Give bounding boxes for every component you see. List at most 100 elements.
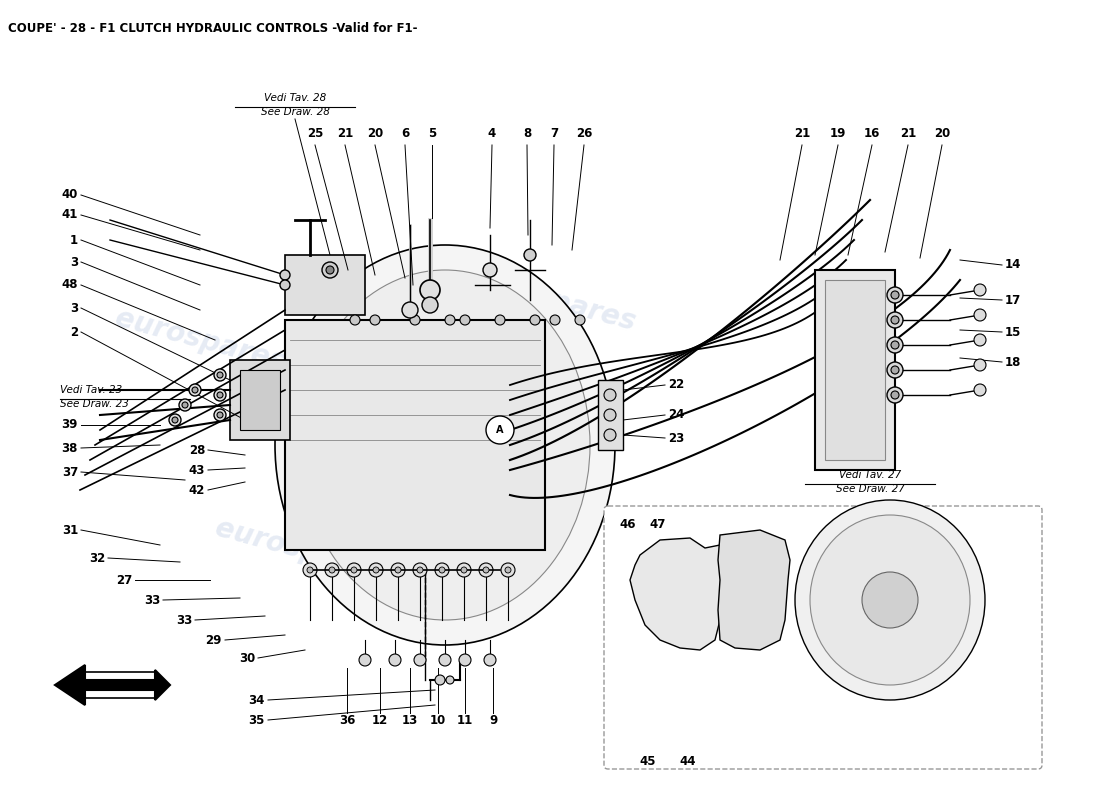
- Text: 6: 6: [400, 127, 409, 140]
- Text: 40: 40: [62, 189, 78, 202]
- Text: 21: 21: [337, 127, 353, 140]
- Polygon shape: [718, 530, 790, 650]
- Text: A: A: [496, 425, 504, 435]
- Text: 36: 36: [339, 714, 355, 726]
- Circle shape: [974, 384, 986, 396]
- Circle shape: [974, 334, 986, 346]
- Circle shape: [439, 654, 451, 666]
- Circle shape: [420, 280, 440, 300]
- Text: 47: 47: [650, 518, 667, 531]
- Circle shape: [530, 315, 540, 325]
- Circle shape: [417, 567, 424, 573]
- Circle shape: [182, 402, 188, 408]
- Text: 13: 13: [402, 714, 418, 726]
- Ellipse shape: [795, 500, 984, 700]
- Text: 45: 45: [640, 755, 657, 768]
- Circle shape: [395, 567, 402, 573]
- Text: 41: 41: [62, 209, 78, 222]
- Bar: [285, 255, 365, 315]
- Circle shape: [478, 563, 493, 577]
- Text: 26: 26: [575, 127, 592, 140]
- Circle shape: [402, 302, 418, 318]
- Circle shape: [324, 563, 339, 577]
- Ellipse shape: [275, 245, 615, 645]
- Text: See Draw. 27: See Draw. 27: [836, 484, 904, 494]
- Circle shape: [486, 416, 514, 444]
- Circle shape: [214, 389, 225, 401]
- Circle shape: [461, 567, 468, 573]
- Text: 12: 12: [372, 714, 388, 726]
- Text: 29: 29: [206, 634, 222, 646]
- Text: 19: 19: [829, 127, 846, 140]
- Text: 7: 7: [550, 127, 558, 140]
- Circle shape: [217, 392, 223, 398]
- Text: 35: 35: [249, 714, 265, 726]
- Text: 34: 34: [249, 694, 265, 706]
- Text: 20: 20: [934, 127, 950, 140]
- Text: Vedi Tav. 27: Vedi Tav. 27: [839, 470, 901, 480]
- Circle shape: [326, 266, 334, 274]
- Text: 9: 9: [488, 714, 497, 726]
- Circle shape: [434, 675, 446, 685]
- Ellipse shape: [810, 515, 970, 685]
- Circle shape: [346, 563, 361, 577]
- Circle shape: [439, 567, 446, 573]
- Text: 37: 37: [62, 466, 78, 478]
- Circle shape: [604, 429, 616, 441]
- Text: 20: 20: [367, 127, 383, 140]
- Text: 25: 25: [307, 127, 323, 140]
- Circle shape: [414, 654, 426, 666]
- Bar: [598, 380, 623, 450]
- Polygon shape: [630, 538, 740, 650]
- Circle shape: [214, 369, 225, 381]
- Text: eurospares: eurospares: [211, 514, 388, 586]
- Circle shape: [887, 362, 903, 378]
- Circle shape: [189, 384, 201, 396]
- Text: COUPE' - 28 - F1 CLUTCH HYDRAULIC CONTROLS -Valid for F1-: COUPE' - 28 - F1 CLUTCH HYDRAULIC CONTRO…: [8, 22, 418, 35]
- Text: 32: 32: [89, 551, 104, 565]
- Circle shape: [350, 315, 360, 325]
- Circle shape: [446, 676, 454, 684]
- Circle shape: [410, 315, 420, 325]
- Circle shape: [434, 563, 449, 577]
- Text: 15: 15: [1005, 326, 1022, 338]
- Polygon shape: [80, 672, 155, 698]
- Text: 17: 17: [1005, 294, 1021, 306]
- Ellipse shape: [300, 270, 590, 620]
- Text: 38: 38: [62, 442, 78, 454]
- Text: 2: 2: [70, 326, 78, 338]
- Bar: [825, 280, 886, 460]
- Circle shape: [217, 372, 223, 378]
- Circle shape: [217, 412, 223, 418]
- Circle shape: [974, 309, 986, 321]
- Circle shape: [891, 341, 899, 349]
- Circle shape: [887, 337, 903, 353]
- Text: 4: 4: [488, 127, 496, 140]
- Polygon shape: [55, 665, 85, 705]
- Text: 24: 24: [668, 409, 684, 422]
- Circle shape: [974, 284, 986, 296]
- Circle shape: [887, 387, 903, 403]
- Text: 23: 23: [668, 431, 684, 445]
- Bar: [285, 320, 544, 550]
- Text: 39: 39: [62, 418, 78, 431]
- Circle shape: [483, 263, 497, 277]
- Circle shape: [974, 359, 986, 371]
- Circle shape: [302, 563, 317, 577]
- Circle shape: [484, 654, 496, 666]
- Circle shape: [604, 389, 616, 401]
- Text: 16: 16: [864, 127, 880, 140]
- Text: 21: 21: [900, 127, 916, 140]
- Circle shape: [891, 366, 899, 374]
- Circle shape: [370, 315, 379, 325]
- Text: 21: 21: [794, 127, 810, 140]
- Circle shape: [575, 315, 585, 325]
- Circle shape: [368, 563, 383, 577]
- Bar: [815, 270, 895, 470]
- Circle shape: [172, 417, 178, 423]
- Bar: [230, 360, 290, 440]
- Text: 42: 42: [188, 483, 205, 497]
- Text: 5: 5: [428, 127, 436, 140]
- Text: 1: 1: [70, 234, 78, 246]
- Bar: [240, 370, 280, 430]
